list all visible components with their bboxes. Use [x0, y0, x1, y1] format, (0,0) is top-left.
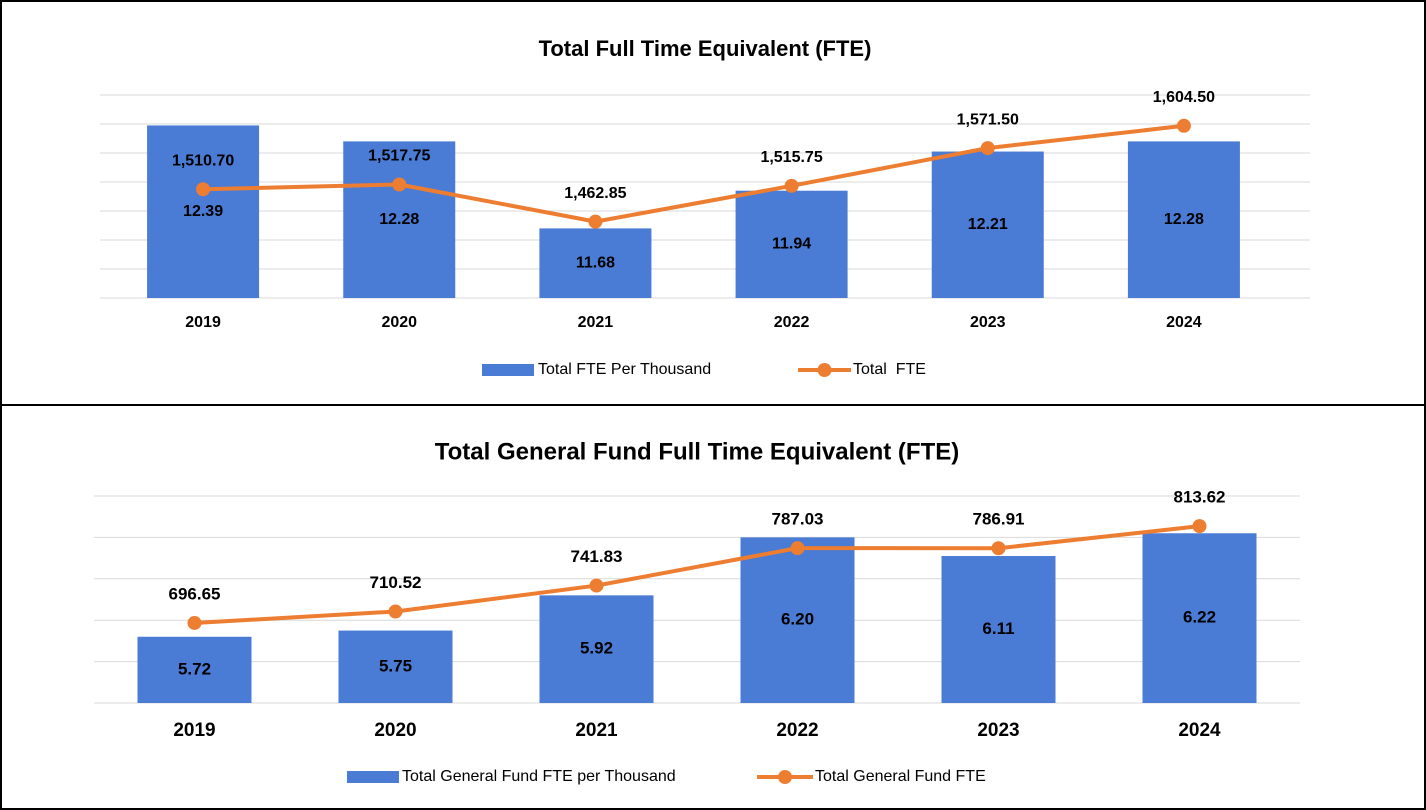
bar-value-label: 5.92 — [580, 639, 613, 658]
bar-value-label: 11.68 — [576, 254, 615, 271]
x-tick-label: 2024 — [1178, 720, 1221, 741]
bar-value-label: 6.11 — [982, 619, 1014, 638]
bar — [539, 595, 654, 703]
line-point — [589, 578, 604, 593]
legend-label: Total FTE Per Thousand — [538, 361, 711, 378]
chart-title: Total Full Time Equivalent (FTE) — [539, 36, 872, 61]
line-value-label: 813.62 — [1174, 488, 1226, 507]
line — [203, 123, 1185, 224]
line-value-label: 710.52 — [370, 573, 422, 592]
line-point — [187, 615, 202, 630]
line-point — [196, 182, 211, 197]
chart-title: Total General Fund Full Time Equivalent … — [435, 438, 959, 465]
line-value-label: 1,571.50 — [957, 111, 1019, 128]
bar — [740, 537, 855, 703]
x-tick-label: 2019 — [185, 314, 221, 331]
line-point — [784, 178, 799, 193]
bar — [735, 190, 848, 298]
bar-value-label: 5.72 — [178, 659, 211, 678]
bar-value-label: 12.39 — [183, 203, 223, 220]
x-tick-label: 2020 — [381, 314, 417, 331]
bar-value-label: 11.94 — [772, 236, 811, 253]
bar-value-label: 12.28 — [379, 211, 419, 228]
line-point — [388, 604, 403, 619]
legend-swatch — [778, 770, 792, 784]
line-value-label: 741.83 — [571, 547, 623, 566]
bar-value-label: 6.22 — [1183, 608, 1216, 627]
bar-value-label: 5.75 — [379, 656, 412, 675]
line-point — [1192, 519, 1207, 534]
x-tick-label: 2021 — [578, 314, 614, 331]
bar — [343, 141, 456, 298]
x-tick-label: 2020 — [374, 720, 416, 741]
line-value-label: 787.03 — [772, 510, 824, 529]
bar — [137, 636, 252, 703]
line — [194, 524, 1200, 625]
line-point — [790, 541, 805, 556]
bar-value-label: 12.21 — [968, 216, 1008, 233]
line-point — [588, 214, 603, 229]
line-point — [392, 177, 407, 192]
x-tick-label: 2022 — [776, 720, 818, 741]
legend-swatch — [817, 363, 832, 377]
bar — [941, 556, 1056, 703]
bar-value-label: 6.20 — [781, 610, 814, 629]
legend-swatch — [347, 771, 399, 783]
line-point — [980, 141, 995, 156]
bar-value-label: 12.28 — [1164, 211, 1204, 228]
line-value-label: 1,517.75 — [368, 148, 430, 165]
x-tick-label: 2019 — [173, 720, 215, 741]
x-tick-label: 2023 — [977, 720, 1019, 741]
line-value-label: 1,515.75 — [760, 149, 822, 166]
legend-swatch — [482, 364, 534, 376]
bar — [1142, 533, 1257, 703]
legend-label: Total General Fund FTE per Thousand — [402, 768, 676, 785]
line-value-label: 1,510.70 — [172, 152, 234, 169]
bar — [338, 630, 453, 703]
x-tick-label: 2023 — [970, 314, 1006, 331]
x-tick-label: 2021 — [575, 720, 618, 741]
line-value-label: 786.91 — [973, 510, 1025, 529]
bar — [931, 151, 1044, 298]
line-value-label: 1,604.50 — [1153, 89, 1215, 106]
line-value-label: 696.65 — [169, 584, 221, 603]
x-tick-label: 2024 — [1166, 314, 1202, 331]
x-tick-label: 2022 — [774, 314, 810, 331]
bar — [1127, 141, 1240, 298]
line-value-label: 1,462.85 — [564, 185, 626, 202]
bar — [147, 125, 260, 298]
legend-label: Total General Fund FTE — [815, 768, 986, 785]
legend-label: Total FTE — [853, 361, 926, 378]
bar — [539, 228, 652, 298]
line-point — [991, 541, 1006, 556]
line-point — [1176, 118, 1191, 133]
